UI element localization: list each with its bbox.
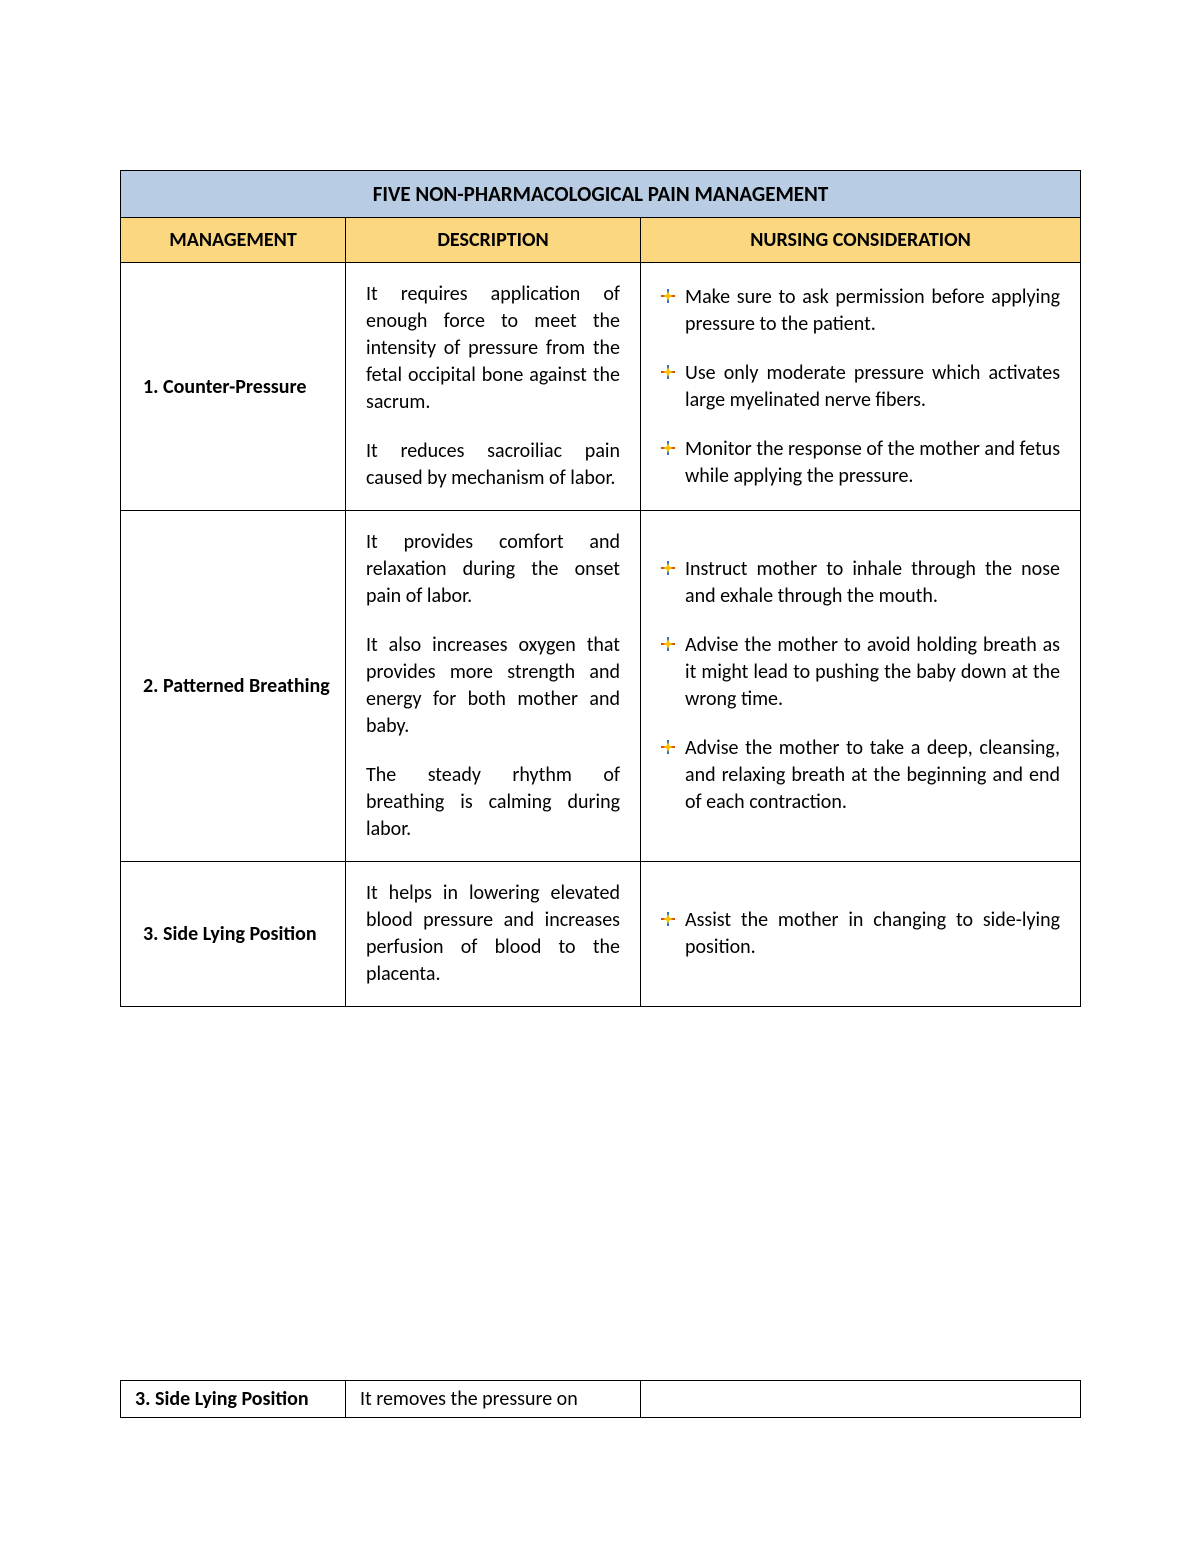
description-paragraph: The steady rhythm of breathing is calmin… <box>366 762 620 843</box>
nursing-bullet-text: Assist the mother in changing to side-ly… <box>685 907 1060 961</box>
description-cell: It provides comfort and relaxation durin… <box>346 511 641 862</box>
nursing-cell: Assist the mother in changing to side-ly… <box>641 862 1081 1007</box>
nursing-bullet-text: Monitor the response of the mother and f… <box>685 436 1060 490</box>
table-title: FIVE NON-PHARMACOLOGICAL PAIN MANAGEMENT <box>121 171 1081 218</box>
description-cell: It helps in lowering elevated blood pres… <box>346 862 641 1007</box>
nursing-bullet: Advise the mother to take a deep, cleans… <box>661 735 1060 816</box>
main-table: FIVE NON-PHARMACOLOGICAL PAIN MANAGEMENT… <box>120 170 1081 1007</box>
description-paragraph: It provides comfort and relaxation durin… <box>366 529 620 610</box>
bullet-icon <box>661 365 675 379</box>
nursing-bullet: Assist the mother in changing to side-ly… <box>661 907 1060 961</box>
description-paragraph: It requires application of enough force … <box>366 281 620 416</box>
page-container: FIVE NON-PHARMACOLOGICAL PAIN MANAGEMENT… <box>0 0 1200 1007</box>
continuation-table: 3. Side Lying Position It removes the pr… <box>120 1380 1081 1418</box>
continuation-row: 3. Side Lying Position It removes the pr… <box>121 1381 1081 1418</box>
header-row: MANAGEMENT DESCRIPTION NURSING CONSIDERA… <box>121 218 1081 263</box>
table-row: 2. Patterned BreathingIt provides comfor… <box>121 511 1081 862</box>
bullet-icon <box>661 441 675 455</box>
table-row: 3. Side Lying PositionIt helps in loweri… <box>121 862 1081 1007</box>
title-row: FIVE NON-PHARMACOLOGICAL PAIN MANAGEMENT <box>121 171 1081 218</box>
nursing-bullet: Monitor the response of the mother and f… <box>661 436 1060 490</box>
header-nursing: NURSING CONSIDERATION <box>641 218 1081 263</box>
nursing-cell: Make sure to ask permission before apply… <box>641 263 1081 511</box>
nursing-bullet-text: Use only moderate pressure which activat… <box>685 360 1060 414</box>
description-cell: It requires application of enough force … <box>346 263 641 511</box>
bullet-icon <box>661 289 675 303</box>
header-management: MANAGEMENT <box>121 218 346 263</box>
nursing-bullet: Advise the mother to avoid holding breat… <box>661 632 1060 713</box>
description-paragraph: It helps in lowering elevated blood pres… <box>366 880 620 988</box>
nursing-bullet: Make sure to ask permission before apply… <box>661 284 1060 338</box>
management-cell: 2. Patterned Breathing <box>121 511 346 862</box>
header-description: DESCRIPTION <box>346 218 641 263</box>
continuation-description: It removes the pressure on <box>346 1381 641 1418</box>
bullet-icon <box>661 637 675 651</box>
table-row: 1. Counter-PressureIt requires applicati… <box>121 263 1081 511</box>
nursing-bullet-text: Advise the mother to take a deep, cleans… <box>685 735 1060 816</box>
continuation-management: 3. Side Lying Position <box>121 1381 346 1418</box>
nursing-bullet: Use only moderate pressure which activat… <box>661 360 1060 414</box>
nursing-bullet-text: Instruct mother to inhale through the no… <box>685 556 1060 610</box>
management-cell: 3. Side Lying Position <box>121 862 346 1007</box>
bullet-icon <box>661 561 675 575</box>
nursing-bullet-text: Advise the mother to avoid holding breat… <box>685 632 1060 713</box>
bullet-icon <box>661 740 675 754</box>
nursing-cell: Instruct mother to inhale through the no… <box>641 511 1081 862</box>
management-cell: 1. Counter-Pressure <box>121 263 346 511</box>
continuation-nursing <box>641 1381 1081 1418</box>
bullet-icon <box>661 912 675 926</box>
description-paragraph: It reduces sacroiliac pain caused by mec… <box>366 438 620 492</box>
description-paragraph: It also increases oxygen that provides m… <box>366 632 620 740</box>
nursing-bullet: Instruct mother to inhale through the no… <box>661 556 1060 610</box>
nursing-bullet-text: Make sure to ask permission before apply… <box>685 284 1060 338</box>
